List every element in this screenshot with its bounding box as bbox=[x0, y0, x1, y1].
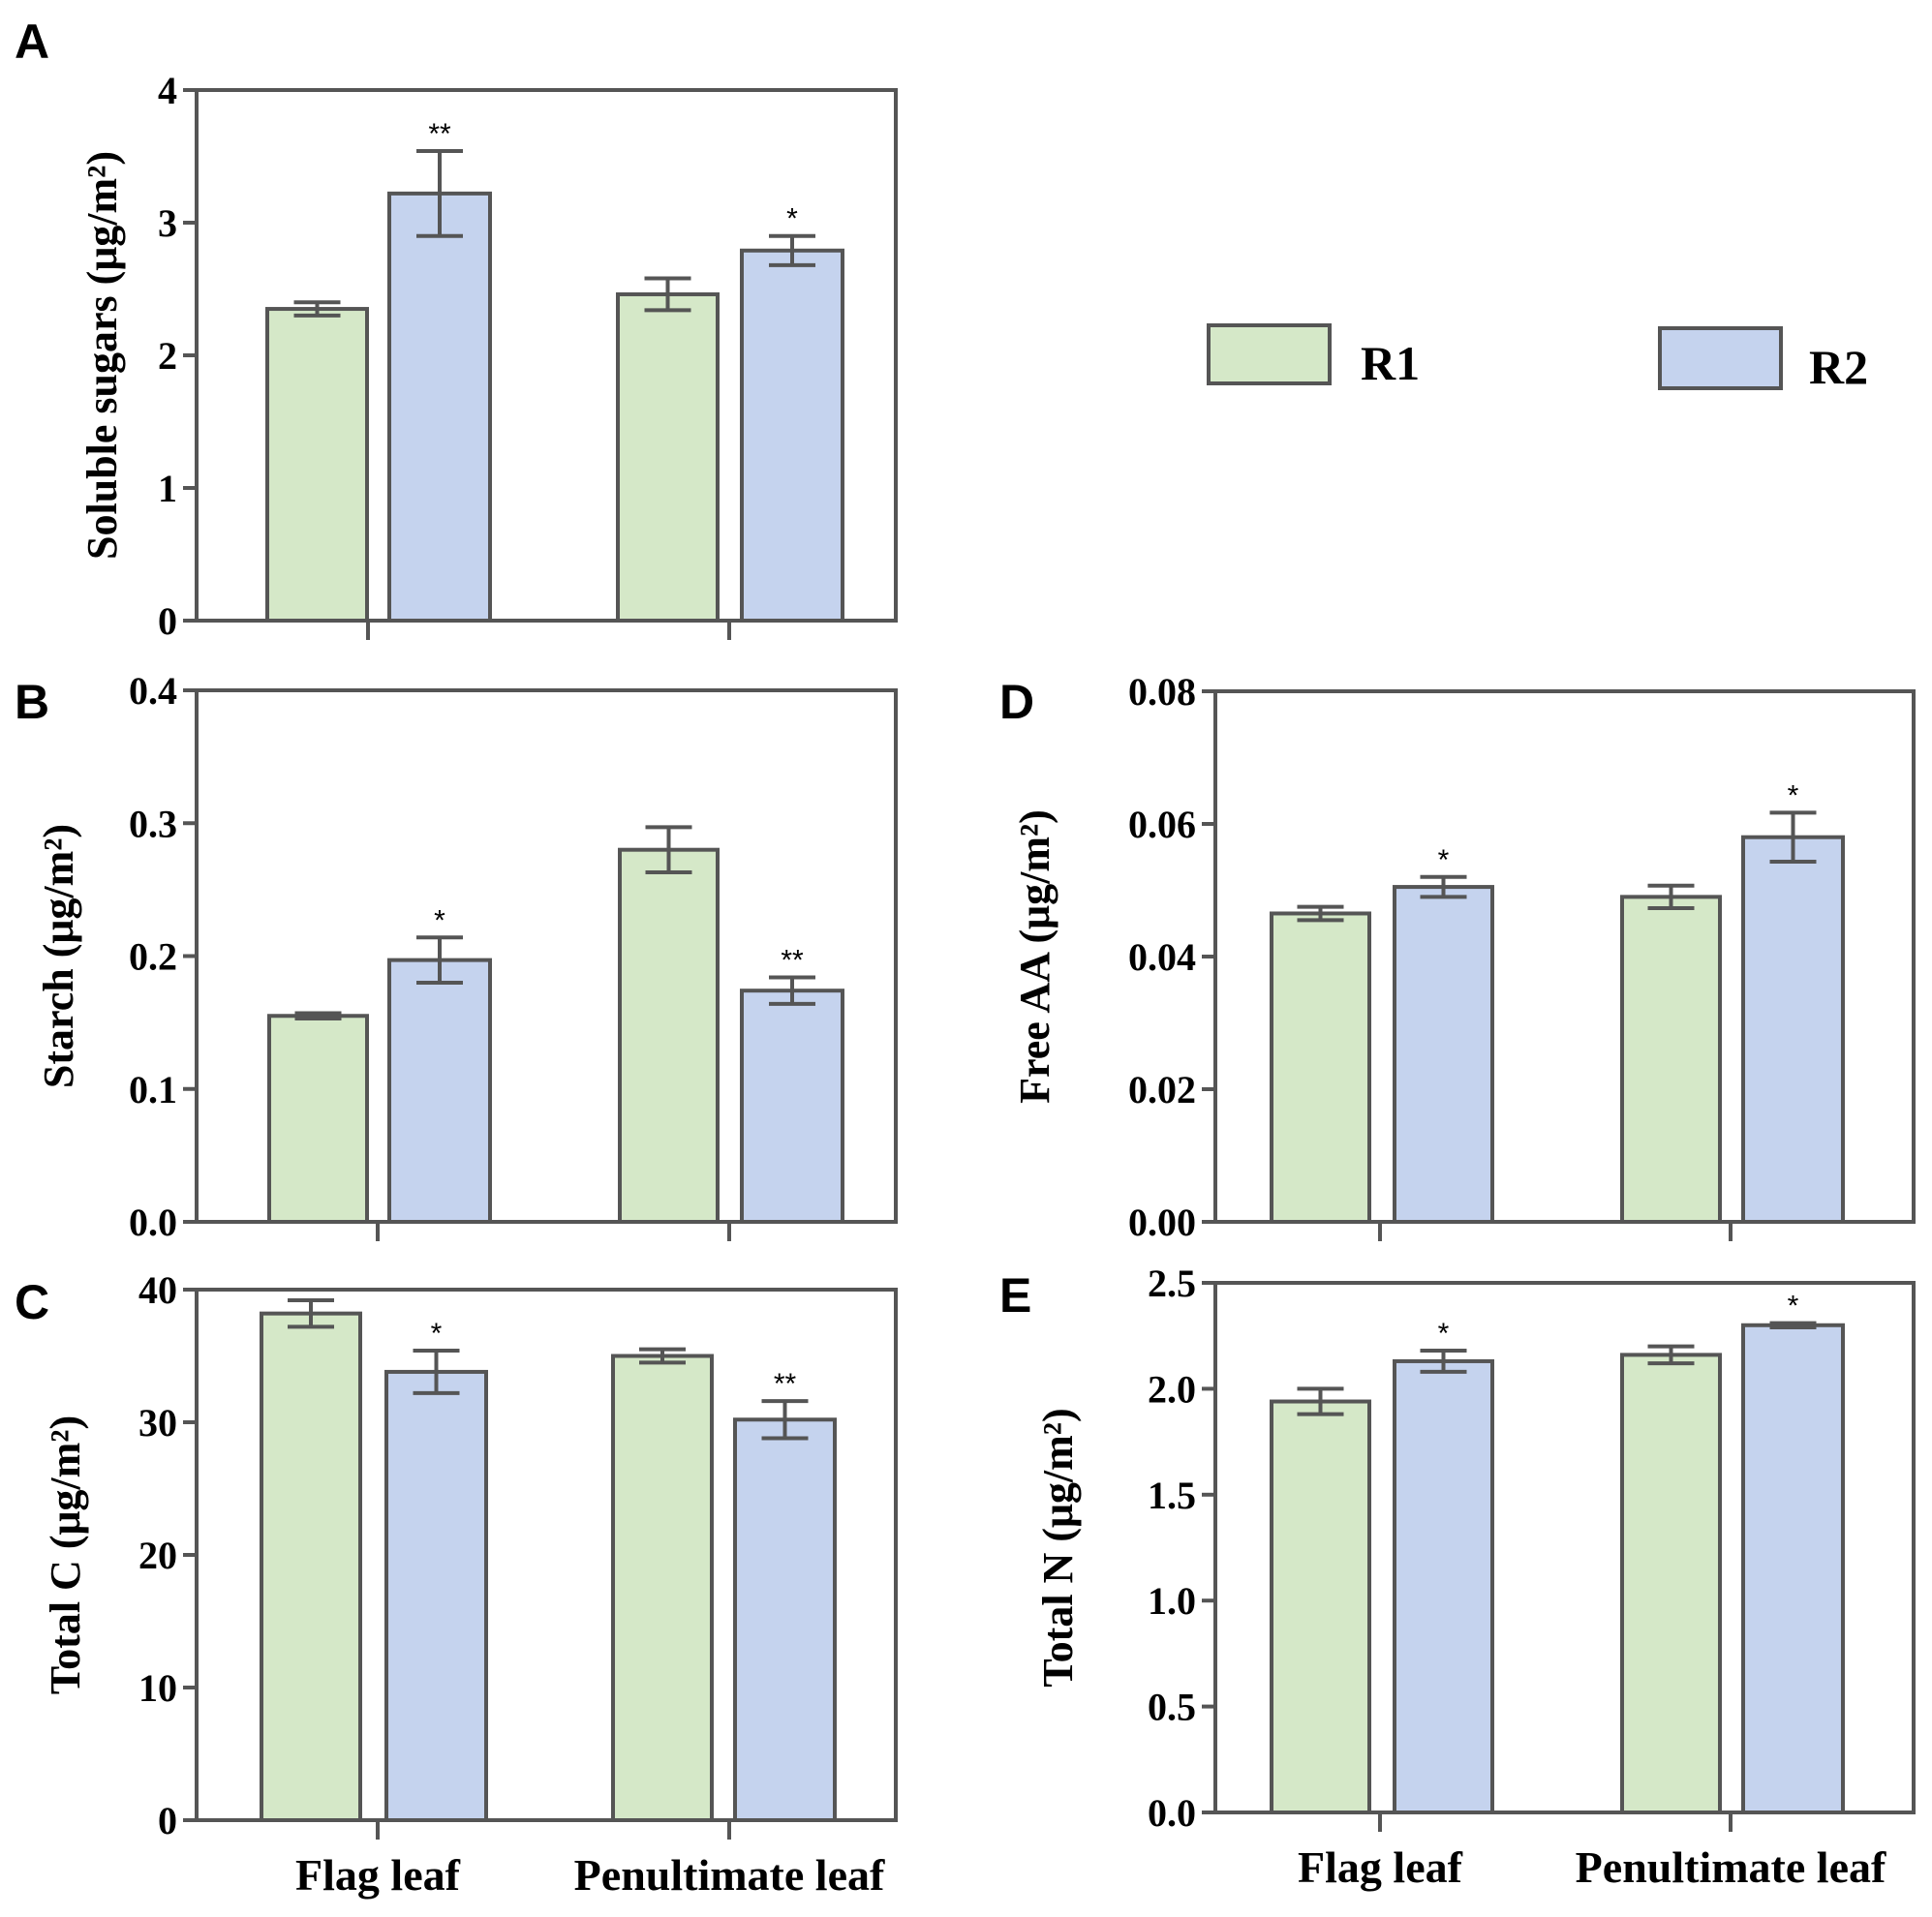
chart-panel-d: D 0.00 0.02 0.04 0.06 0.08 Free AA (μg/m²) * * bbox=[999, 670, 1916, 1244]
bar-r2-penultimate-leaf bbox=[733, 1417, 837, 1822]
significance-mark: * bbox=[1788, 1291, 1799, 1323]
y-axis-title: Soluble sugars (μg/m²) bbox=[78, 151, 126, 560]
y-axis-title: Starch (μg/m²) bbox=[35, 824, 82, 1088]
y-tick-label: 0.08 bbox=[1128, 670, 1196, 714]
y-tick-label: 2.5 bbox=[1148, 1262, 1196, 1305]
y-tick-label: 30 bbox=[138, 1401, 177, 1445]
y-tick-label: 0.0 bbox=[129, 1201, 177, 1244]
bar-r1-penultimate-leaf bbox=[1620, 1353, 1722, 1814]
y-tick-label: 0.5 bbox=[1148, 1686, 1196, 1729]
bar-r2-penultimate-leaf bbox=[740, 989, 844, 1224]
legend: R1 R2 bbox=[1207, 323, 1868, 394]
x-category-label: Penultimate leaf bbox=[574, 1850, 885, 1900]
y-tick-label: 0 bbox=[158, 599, 177, 643]
y-tick-label: 0.00 bbox=[1128, 1201, 1196, 1244]
panel-letter-b: B bbox=[15, 675, 49, 729]
significance-mark: * bbox=[431, 1318, 443, 1350]
panel-letter-a: A bbox=[15, 15, 49, 69]
y-tick-label: 3 bbox=[158, 201, 177, 245]
plot-frame bbox=[1213, 1281, 1916, 1814]
y-tick-label: 1.5 bbox=[1148, 1474, 1196, 1517]
y-tick-label: 0.0 bbox=[1148, 1791, 1196, 1835]
y-tick-label: 0.2 bbox=[129, 935, 177, 979]
significance-mark: * bbox=[786, 203, 798, 235]
y-axis-title: Total N (μg/m²) bbox=[1034, 1408, 1082, 1687]
bar-r1-penultimate-leaf bbox=[611, 1354, 714, 1822]
y-tick-label: 0.4 bbox=[129, 669, 177, 713]
bar-r1-flag-leaf bbox=[1270, 911, 1371, 1224]
bar-r2-flag-leaf bbox=[1393, 885, 1494, 1224]
y-tick-label: 0.06 bbox=[1128, 803, 1196, 846]
y-tick-label: 0.04 bbox=[1128, 935, 1196, 979]
legend-swatch-r2 bbox=[1658, 326, 1783, 390]
significance-mark: * bbox=[1438, 1318, 1450, 1350]
y-tick-label: 0.02 bbox=[1128, 1068, 1196, 1111]
y-tick-label: 0.1 bbox=[129, 1068, 177, 1111]
legend-label-r1: R1 bbox=[1361, 336, 1420, 390]
bar-r2-flag-leaf bbox=[387, 191, 492, 624]
y-tick-label: 20 bbox=[138, 1534, 177, 1577]
bar-r2-penultimate-leaf bbox=[1741, 1323, 1845, 1814]
panel-letter-d: D bbox=[999, 675, 1034, 729]
bar-r1-penultimate-leaf bbox=[1620, 895, 1722, 1224]
bar-r2-penultimate-leaf bbox=[1741, 835, 1845, 1224]
panel-letter-e: E bbox=[999, 1268, 1031, 1323]
bar-r2-flag-leaf bbox=[1393, 1358, 1494, 1815]
bar-r1-flag-leaf bbox=[267, 1014, 369, 1224]
y-tick-label: 2 bbox=[158, 334, 177, 378]
bar-r2-penultimate-leaf bbox=[740, 248, 844, 623]
significance-mark: * bbox=[434, 904, 445, 936]
y-tick-label: 0.3 bbox=[129, 802, 177, 845]
y-axis-title: Total C (μg/m²) bbox=[42, 1415, 89, 1694]
bar-r1-flag-leaf bbox=[265, 307, 369, 623]
y-tick-label: 10 bbox=[138, 1666, 177, 1710]
legend-swatch-r1 bbox=[1207, 323, 1332, 385]
x-category-label: Flag leaf bbox=[295, 1850, 461, 1900]
bar-r1-flag-leaf bbox=[260, 1311, 362, 1823]
significance-mark: * bbox=[1438, 844, 1450, 876]
x-category-label: Penultimate leaf bbox=[1576, 1842, 1886, 1892]
significance-mark: * bbox=[1788, 779, 1799, 811]
legend-label-r2: R2 bbox=[1809, 340, 1868, 394]
bar-r2-flag-leaf bbox=[387, 958, 492, 1224]
significance-mark: ** bbox=[774, 1368, 797, 1400]
x-category-label: Flag leaf bbox=[1298, 1842, 1463, 1892]
significance-mark: ** bbox=[781, 944, 804, 976]
chart-panel-e: E 0.0 0.5 1.0 1.5 2.0 2.5 Total N (μg/m²) * Flag … bbox=[999, 1262, 1916, 1892]
y-tick-label: 40 bbox=[138, 1268, 177, 1312]
y-axis-title: Free AA (μg/m²) bbox=[1011, 809, 1058, 1104]
bar-r1-penultimate-leaf bbox=[616, 291, 720, 623]
significance-mark: ** bbox=[428, 118, 451, 150]
y-tick-label: 0 bbox=[158, 1799, 177, 1842]
y-tick-label: 1.0 bbox=[1148, 1579, 1196, 1623]
bar-r2-flag-leaf bbox=[384, 1369, 488, 1822]
y-tick-label: 2.0 bbox=[1148, 1367, 1196, 1411]
y-tick-label: 4 bbox=[158, 69, 177, 112]
panel-letter-c: C bbox=[15, 1275, 49, 1329]
bar-r1-flag-leaf bbox=[1270, 1399, 1371, 1814]
y-tick-label: 1 bbox=[158, 467, 177, 510]
bar-r1-penultimate-leaf bbox=[618, 847, 720, 1224]
chart-panel-c: C 0 10 20 30 40 Total C (μg/m²) * Flag leaf ** Pen… bbox=[15, 1268, 898, 1900]
